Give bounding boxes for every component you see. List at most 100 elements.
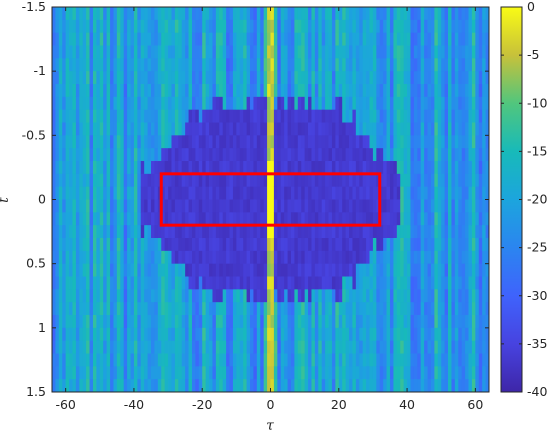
- heatmap-cell: [352, 199, 357, 213]
- heatmap-cell: [147, 135, 152, 149]
- heatmap-cell: [92, 58, 97, 72]
- heatmap-cell: [437, 225, 442, 239]
- heatmap-cell: [202, 315, 207, 329]
- heatmap-cell: [226, 366, 230, 380]
- heatmap-cell: [434, 71, 439, 85]
- heatmap-cell: [171, 238, 176, 252]
- heatmap-cell: [246, 289, 251, 303]
- heatmap-cell: [335, 340, 340, 354]
- heatmap-cell: [103, 238, 108, 252]
- heatmap-cell: [188, 250, 193, 265]
- heatmap-cell: [130, 315, 135, 329]
- heatmap-cell: [372, 212, 377, 226]
- heatmap-cell: [321, 340, 326, 354]
- heatmap-cell: [355, 276, 360, 290]
- heatmap-cell: [86, 379, 90, 392]
- heatmap-cell: [335, 84, 340, 98]
- heatmap-cell: [161, 84, 166, 98]
- heatmap-cell: [181, 109, 186, 123]
- heatmap-cell: [413, 96, 418, 111]
- heatmap-cell: [133, 19, 138, 34]
- heatmap-cell: [99, 148, 104, 162]
- heatmap-cell: [171, 7, 176, 21]
- heatmap-cell: [86, 161, 90, 175]
- heatmap-cell: [372, 109, 377, 123]
- heatmap-cell: [444, 315, 449, 329]
- heatmap-cell: [103, 225, 108, 239]
- heatmap-cell: [137, 212, 142, 226]
- heatmap-cell: [133, 135, 138, 149]
- heatmap-cell: [263, 58, 268, 72]
- heatmap-cell: [215, 96, 220, 111]
- heatmap-cell: [174, 353, 179, 367]
- heatmap-cell: [256, 122, 261, 136]
- heatmap-cell: [417, 161, 422, 175]
- heatmap-cell: [157, 327, 162, 342]
- heatmap-cell: [308, 186, 312, 200]
- heatmap-cell: [338, 238, 343, 252]
- heatmap-cell: [229, 7, 234, 21]
- heatmap-cell: [198, 96, 203, 111]
- heatmap-cell: [304, 122, 309, 136]
- heatmap-cell: [301, 250, 306, 265]
- heatmap-cell: [284, 7, 288, 21]
- heatmap-cell: [458, 122, 463, 136]
- heatmap-cell: [79, 302, 84, 316]
- heatmap-cell: [256, 225, 261, 239]
- heatmap-cell: [338, 340, 343, 354]
- heatmap-cell: [314, 122, 319, 136]
- heatmap-cell: [147, 161, 152, 175]
- heatmap-cell: [338, 186, 343, 200]
- heatmap-cell: [465, 340, 469, 354]
- heatmap-cell: [410, 225, 415, 239]
- heatmap-cell: [301, 289, 306, 303]
- heatmap-cell: [304, 19, 309, 34]
- heatmap-cell: [475, 327, 480, 342]
- heatmap-cell: [92, 135, 97, 149]
- heatmap-cell: [62, 58, 67, 72]
- heatmap-cell: [314, 71, 319, 85]
- heatmap-cell: [239, 58, 244, 72]
- heatmap-cell: [62, 315, 67, 329]
- heatmap-cell: [222, 71, 227, 85]
- heatmap-cell: [55, 161, 60, 175]
- heatmap-cell: [335, 122, 340, 136]
- heatmap-cell: [96, 32, 101, 46]
- heatmap-cell: [75, 173, 80, 188]
- heatmap-cell: [137, 366, 142, 380]
- heatmap-cell: [355, 315, 360, 329]
- heatmap-cell: [140, 58, 145, 72]
- heatmap-cell: [229, 212, 234, 226]
- heatmap-cell: [342, 71, 347, 85]
- heatmap-cell: [188, 19, 193, 34]
- heatmap-cell: [301, 263, 306, 277]
- heatmap-cell: [236, 148, 241, 162]
- heatmap-cell: [154, 135, 159, 149]
- heatmap-cell: [195, 263, 200, 277]
- heatmap-cell: [430, 315, 435, 329]
- heatmap-cell: [441, 122, 446, 136]
- heatmap-cell: [140, 71, 145, 85]
- heatmap-cell: [154, 148, 159, 162]
- heatmap-cell: [55, 340, 60, 354]
- heatmap-cell: [106, 327, 111, 342]
- heatmap-cell: [280, 238, 285, 252]
- heatmap-cell: [270, 161, 275, 175]
- heatmap-cell: [441, 199, 446, 213]
- heatmap-cell: [52, 173, 56, 188]
- heatmap-cell: [451, 199, 456, 213]
- heatmap-cell: [468, 212, 473, 226]
- heatmap-cell: [287, 173, 292, 188]
- heatmap-cell: [362, 366, 367, 380]
- heatmap-cell: [294, 173, 299, 188]
- heatmap-cell: [106, 173, 111, 188]
- heatmap-cell: [325, 366, 329, 380]
- heatmap-cell: [441, 7, 446, 21]
- heatmap-cell: [52, 327, 56, 342]
- heatmap-cell: [147, 225, 152, 239]
- heatmap-cell: [106, 238, 111, 252]
- heatmap-cell: [372, 250, 377, 265]
- heatmap-cell: [260, 96, 265, 111]
- heatmap-cell: [345, 302, 350, 316]
- heatmap-cell: [318, 96, 323, 111]
